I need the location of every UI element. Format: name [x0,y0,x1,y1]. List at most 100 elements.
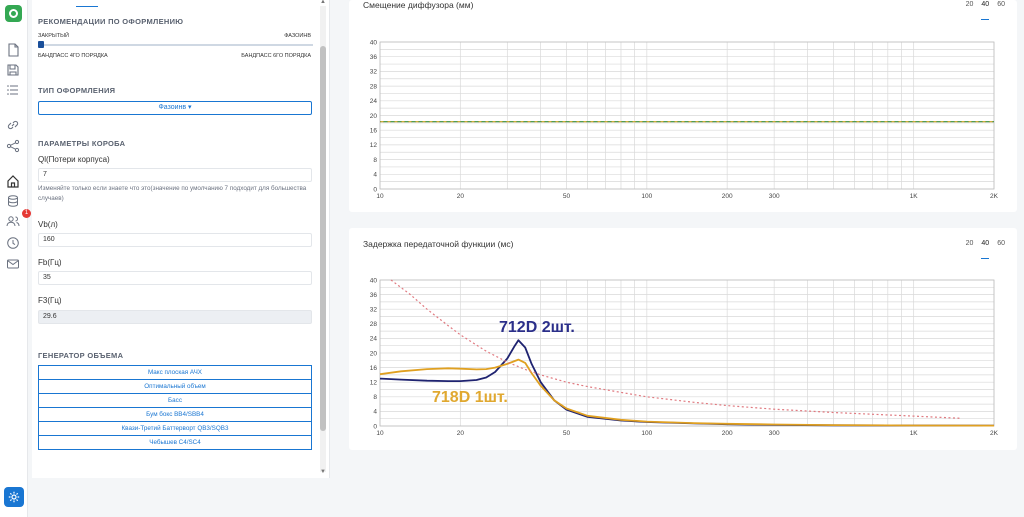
x-tick-label: 2K [990,430,999,437]
generator-item-optimal[interactable]: Оптимальный объем [38,379,312,394]
y-tick-label: 24 [370,98,378,105]
slider-label-left-bottom: БАНДПАСС 4ГО ПОРЯДКА [38,53,108,59]
series-line-2 [379,358,995,427]
y-tick-label: 32 [370,307,378,314]
f3-output: 29.6 [38,310,312,324]
fb-input[interactable]: 35 [38,271,312,285]
slider-label-right-bottom: БАНДПАСС 6ГО ПОРЯДКА [241,53,311,59]
generator-item-max-flat[interactable]: Макс плоская АЧХ [38,365,312,380]
y-tick-label: 8 [373,157,377,164]
window-active-underline [981,19,989,20]
plot-area-border [379,41,995,190]
y-tick-label: 40 [370,39,378,46]
y-tick-label: 28 [370,321,378,328]
users-icon[interactable] [6,214,20,228]
volume-generator-title: ГЕНЕРАТОР ОБЪЕМА [38,351,124,360]
generator-item-quasi-butterworth[interactable]: Квази-Третий Баттерворт QB3/SQB3 [38,421,312,436]
cone-excursion-title: Смещение диффузора (мм) [363,0,474,10]
active-tab-indicator [76,6,98,7]
cone-excursion-chart: 0 4 8 12 16 20 24 28 32 36 40 10 20 50 100 200 300 1K 2K [370,39,999,200]
enclosure-type-select[interactable]: Фазоинв ▾ [38,101,312,115]
mail-icon[interactable] [6,257,20,271]
y-tick-label: 36 [370,292,378,299]
volume-generator-list: Макс плоская АЧХ Оптимальный объем Басс … [38,365,312,450]
y-tick-label: 12 [370,142,378,149]
settings-button[interactable] [4,487,24,507]
y-tick-label: 40 [370,277,378,284]
window-option-40[interactable]: 40 [981,240,990,247]
y-tick-label: 16 [370,128,378,135]
x-tick-label: 100 [641,193,652,200]
f3-label: F3(Гц) [38,296,62,305]
y-tick-label: 20 [370,350,378,357]
x-tick-label: 50 [563,430,571,437]
x-tick-label: 200 [722,193,733,200]
y-tick-label: 16 [370,365,378,372]
vb-label: Vb(л) [38,220,58,229]
slider-label-right-top: ФАЗОИНВ [284,33,311,39]
x-tick-label: 2K [990,193,999,200]
gear-icon [8,491,20,503]
chart-annotation: 712D 2шт. [499,319,575,336]
window-option-60[interactable]: 60 [997,1,1005,8]
group-delay-title: Задержка передаточной функции (мс) [363,239,514,249]
panel-scrollbar[interactable]: ▲ ▼ [319,0,327,475]
enclosure-slider-handle[interactable] [38,41,44,48]
link-icon[interactable] [6,118,20,132]
x-tick-label: 20 [457,430,465,437]
y-tick-label: 4 [373,409,377,416]
x-tick-label: 10 [376,430,384,437]
recommendations-title: РЕКОМЕНДАЦИИ ПО ОФОРМЛЕНИЮ [38,17,184,26]
y-tick-label: 0 [373,186,377,193]
icon-rail: 1 [0,0,31,517]
x-tick-label: 10 [376,193,384,200]
window-selector-2: 20 40 60 [958,240,1005,247]
home-icon[interactable] [6,174,20,188]
y-tick-label: 24 [370,336,378,343]
generator-item-bass[interactable]: Басс [38,393,312,408]
ql-input[interactable]: 7 [38,168,312,182]
ql-hint: Изменяйте только если знаете что это(зна… [38,185,307,202]
x-tick-label: 20 [457,193,465,200]
x-tick-label: 1K [910,430,919,437]
clock-icon[interactable] [6,236,20,250]
x-tick-label: 50 [563,193,571,200]
window-option-20[interactable]: 20 [965,1,974,8]
x-tick-label: 100 [641,430,652,437]
ql-label: Ql(Потери корпуса) [38,155,110,164]
window-active-underline [981,258,989,259]
y-tick-label: 4 [373,172,377,179]
group-delay-card: Задержка передаточной функции (мс) 20 40 6… [349,228,1017,450]
parameters-panel: РЕКОМЕНДАЦИИ ПО ОФОРМЛЕНИЮ ЗАКРЫТЫЙ ФАЗО… [32,0,330,478]
x-tick-label: 300 [769,193,780,200]
x-tick-label: 200 [722,430,733,437]
generator-item-chebyshev[interactable]: Чебышев C4/SC4 [38,435,312,450]
series-line-3 [390,279,961,419]
scroll-up-icon[interactable]: ▲ [320,0,326,5]
chart-grid [379,41,995,190]
plot-area-border [379,279,995,427]
y-tick-label: 20 [370,113,378,120]
fb-label: Fb(Гц) [38,258,62,267]
logo-icon[interactable] [5,5,22,22]
notification-badge: 1 [22,209,31,218]
y-tick-label: 8 [373,394,377,401]
enclosure-slider-track[interactable] [40,44,313,46]
x-tick-label: 300 [769,430,780,437]
panel-scrollbar-thumb[interactable] [320,46,326,431]
save-icon[interactable] [6,63,20,77]
slider-label-left-top: ЗАКРЫТЫЙ [38,33,69,39]
window-selector-1: 20 40 60 [958,1,1005,8]
vb-input[interactable]: 160 [38,233,312,247]
window-option-40[interactable]: 40 [981,1,990,8]
generator-item-boom-box[interactable]: Бум бокс BB4/SBB4 [38,407,312,422]
y-tick-label: 32 [370,69,378,76]
database-icon[interactable] [6,194,20,208]
share-icon[interactable] [6,139,20,153]
file-icon[interactable] [6,43,20,57]
window-option-20[interactable]: 20 [965,240,974,247]
scroll-down-icon[interactable]: ▼ [320,469,326,475]
window-option-60[interactable]: 60 [997,240,1005,247]
x-tick-label: 1K [910,193,919,200]
list-icon[interactable] [6,83,20,97]
